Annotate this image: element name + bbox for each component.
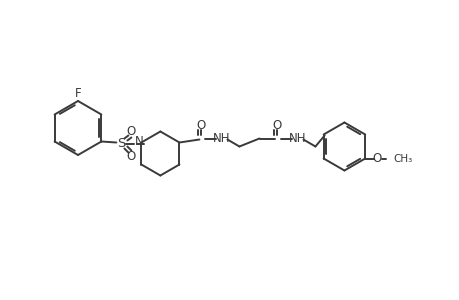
- Text: S: S: [117, 137, 125, 150]
- Text: F: F: [74, 86, 81, 100]
- Text: N: N: [134, 135, 143, 148]
- Text: O: O: [272, 119, 281, 132]
- Text: O: O: [127, 125, 136, 138]
- Text: O: O: [372, 152, 381, 165]
- Text: NH: NH: [212, 132, 230, 145]
- Text: O: O: [196, 119, 206, 132]
- Text: O: O: [127, 150, 136, 163]
- Text: CH₃: CH₃: [392, 154, 412, 164]
- Text: NH: NH: [288, 132, 306, 145]
